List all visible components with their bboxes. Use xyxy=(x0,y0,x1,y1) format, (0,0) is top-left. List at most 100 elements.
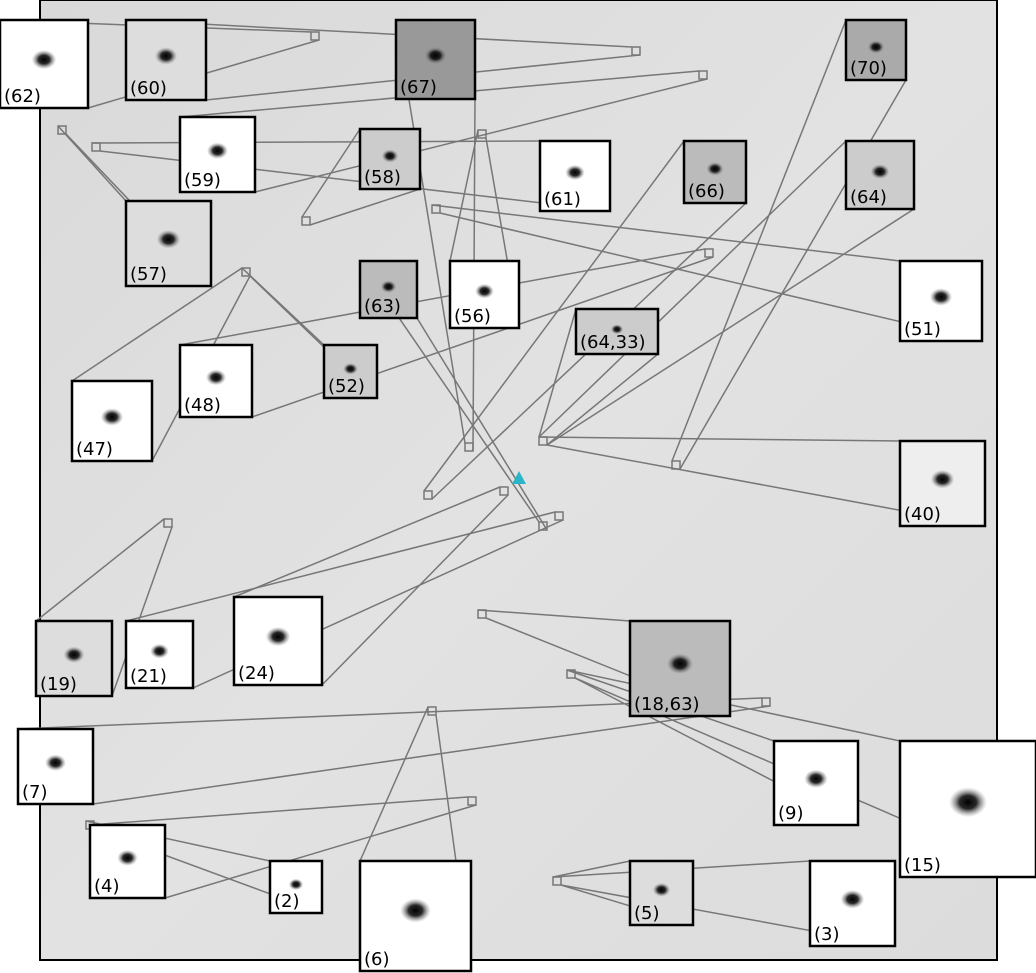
connector-line xyxy=(233,486,501,598)
source-box xyxy=(552,876,562,886)
cutout-label: (48) xyxy=(184,395,221,416)
cutout-box xyxy=(538,139,612,213)
source-blob xyxy=(870,164,890,180)
connector-line xyxy=(439,212,983,342)
source-box xyxy=(538,436,548,446)
cutout-label: (52) xyxy=(328,376,365,397)
cutout-label: (3) xyxy=(814,924,840,945)
cutout-label: (67) xyxy=(400,77,437,98)
cutout-label: (9) xyxy=(778,803,804,824)
connector-line xyxy=(92,705,771,805)
source-blob xyxy=(565,164,585,181)
cutout-label: (24) xyxy=(238,663,275,684)
source-blob xyxy=(207,142,228,159)
source-box xyxy=(464,442,474,452)
source-blob xyxy=(150,643,169,659)
cutout-box xyxy=(124,619,195,690)
connector-line xyxy=(301,128,361,218)
source-blob xyxy=(930,469,955,489)
source-blob xyxy=(63,646,85,663)
cutout-label: (56) xyxy=(454,306,491,327)
source-box xyxy=(241,267,251,277)
cutout-label: (18,63) xyxy=(634,694,700,715)
cutout-label: (60) xyxy=(130,78,167,99)
source-markers xyxy=(57,31,771,886)
source-box xyxy=(566,669,576,679)
cutout-label: (58) xyxy=(364,167,401,188)
source-box xyxy=(538,521,548,531)
connector-line xyxy=(125,511,556,622)
source-box xyxy=(477,609,487,619)
connector-line xyxy=(566,669,901,742)
cutout-label: (47) xyxy=(76,439,113,460)
connector-line xyxy=(546,353,659,446)
source-blob xyxy=(154,47,178,65)
cutout-label: (61) xyxy=(544,189,581,210)
connector-line xyxy=(538,308,577,438)
source-blob xyxy=(265,626,291,647)
source-box xyxy=(57,125,67,135)
cutout-label: (40) xyxy=(904,504,941,525)
source-box xyxy=(301,216,311,226)
connector-line xyxy=(449,129,479,262)
cutout-label: (21) xyxy=(130,666,167,687)
connector-line xyxy=(111,526,173,697)
source-blob xyxy=(380,280,397,293)
connector-line xyxy=(552,860,631,878)
source-blob xyxy=(400,898,431,923)
source-blob xyxy=(288,878,304,891)
source-box xyxy=(431,204,441,214)
source-box xyxy=(671,460,681,470)
connector-line xyxy=(546,208,915,446)
cutout-label: (57) xyxy=(130,264,167,285)
cutout-label: (2) xyxy=(274,891,300,912)
source-blob xyxy=(100,408,124,426)
source-blob xyxy=(205,369,227,386)
cutout-label: (70) xyxy=(850,58,887,79)
connector-line xyxy=(538,140,847,438)
source-blob xyxy=(156,229,181,249)
cutout-label: (5) xyxy=(634,903,660,924)
source-blob xyxy=(45,754,66,771)
connector-line xyxy=(477,609,631,622)
connector-line xyxy=(538,436,901,442)
connector-line xyxy=(89,796,469,826)
source-blob xyxy=(652,882,671,897)
connector-line xyxy=(671,19,847,462)
source-blob xyxy=(424,46,447,65)
source-blob xyxy=(31,49,57,70)
source-blob xyxy=(804,769,828,789)
source-box xyxy=(163,518,173,528)
cutouts: (62) (60) (67) (70) (59) (58) (61) (66) (64) (57)… xyxy=(0,18,1036,973)
cutout-label: (63) xyxy=(364,296,401,317)
source-blob xyxy=(343,363,358,375)
connector-line xyxy=(416,317,548,531)
cutout-label: (15) xyxy=(904,855,941,876)
source-box xyxy=(631,46,641,56)
connector-line xyxy=(164,804,477,899)
cutout-label: (7) xyxy=(22,782,48,803)
source-blob xyxy=(610,324,624,335)
connector-line xyxy=(431,204,901,262)
connector-line xyxy=(91,140,541,144)
source-box xyxy=(310,31,320,41)
cutout-label: (64,33) xyxy=(580,332,646,353)
source-blob xyxy=(381,149,399,163)
source-blob xyxy=(948,787,988,818)
source-blob xyxy=(666,653,694,675)
source-blob xyxy=(929,288,953,306)
cutout-label: (66) xyxy=(688,181,725,202)
connector-line xyxy=(309,188,421,226)
connector-line xyxy=(179,248,706,346)
source-box xyxy=(704,248,714,258)
connector-line xyxy=(125,19,633,48)
source-blob xyxy=(867,40,885,54)
connector-line xyxy=(35,518,165,622)
connector-line xyxy=(321,494,509,686)
connector-line xyxy=(423,140,685,492)
cutout-label: (51) xyxy=(904,319,941,340)
source-box xyxy=(477,129,487,139)
cutout-box xyxy=(0,18,90,110)
source-box xyxy=(698,70,708,80)
